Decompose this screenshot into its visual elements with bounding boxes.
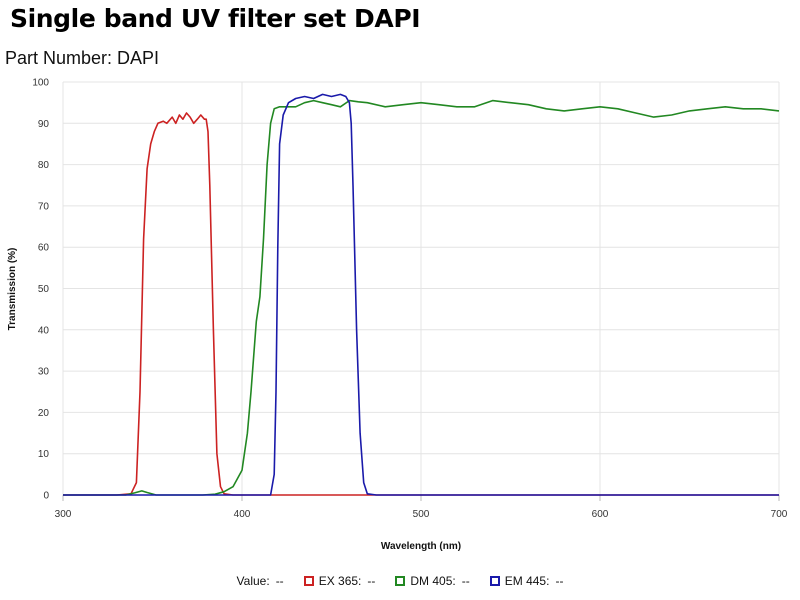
legend: Value: -- EX 365: -- DM 405: -- EM 445: … bbox=[0, 574, 800, 588]
legend-label-dm405: DM 405: bbox=[410, 574, 456, 588]
y-tick-label: 100 bbox=[32, 78, 49, 89]
legend-value-em445: -- bbox=[555, 574, 564, 588]
y-tick-label: 20 bbox=[38, 408, 50, 419]
legend-value-dm405: -- bbox=[461, 574, 470, 588]
series-line-dm405 bbox=[63, 99, 780, 496]
y-tick-label: 30 bbox=[38, 367, 50, 378]
y-tick-label: 40 bbox=[38, 325, 50, 336]
x-axis-title: Wavelength (nm) bbox=[381, 541, 461, 552]
y-tick-label: 80 bbox=[38, 160, 50, 171]
x-tick-label: 500 bbox=[413, 509, 430, 520]
legend-item-ex365[interactable]: EX 365: -- bbox=[303, 574, 376, 588]
x-tick-label: 700 bbox=[771, 509, 788, 520]
series-line-ex365 bbox=[63, 112, 779, 496]
y-axis-title: Transmission (%) bbox=[7, 248, 18, 331]
legend-value-text: -- bbox=[275, 574, 284, 588]
part-number: Part Number: DAPI bbox=[5, 48, 160, 68]
y-tick-label: 60 bbox=[38, 243, 50, 254]
legend-label-em445: EM 445: bbox=[504, 574, 550, 588]
series-line-em445 bbox=[63, 93, 779, 496]
legend-value-label: Value: bbox=[236, 574, 270, 588]
y-tick-label: 70 bbox=[38, 201, 50, 212]
transmission-chart: 0 10 20 30 40 50 60 70 80 90 100 300 400 500 600 700 Wa… bbox=[7, 78, 788, 553]
legend-item-dm405[interactable]: DM 405: -- bbox=[395, 574, 470, 588]
grid bbox=[62, 81, 780, 501]
legend-value-ex365: -- bbox=[367, 574, 376, 588]
legend-label-ex365: EX 365: bbox=[318, 574, 362, 588]
y-tick-label: 90 bbox=[38, 119, 50, 130]
y-tick-label: 10 bbox=[38, 449, 50, 460]
legend-swatch-dm405 bbox=[395, 576, 406, 586]
y-tick-label: 0 bbox=[43, 491, 49, 502]
legend-item-em445[interactable]: EM 445: -- bbox=[489, 574, 564, 588]
x-tick-label: 600 bbox=[592, 509, 609, 520]
y-tick-label: 50 bbox=[38, 284, 50, 295]
x-tick-label: 300 bbox=[55, 509, 72, 520]
series-lines bbox=[63, 93, 780, 496]
legend-swatch-ex365 bbox=[303, 576, 314, 586]
chart-title: Single band UV filter set DAPI bbox=[10, 4, 421, 33]
tick-labels: 0 10 20 30 40 50 60 70 80 90 100 300 400 500 600 700 bbox=[32, 78, 787, 521]
x-tick-label: 400 bbox=[234, 509, 251, 520]
legend-value: Value: -- bbox=[237, 574, 284, 588]
legend-swatch-em445 bbox=[489, 576, 500, 586]
